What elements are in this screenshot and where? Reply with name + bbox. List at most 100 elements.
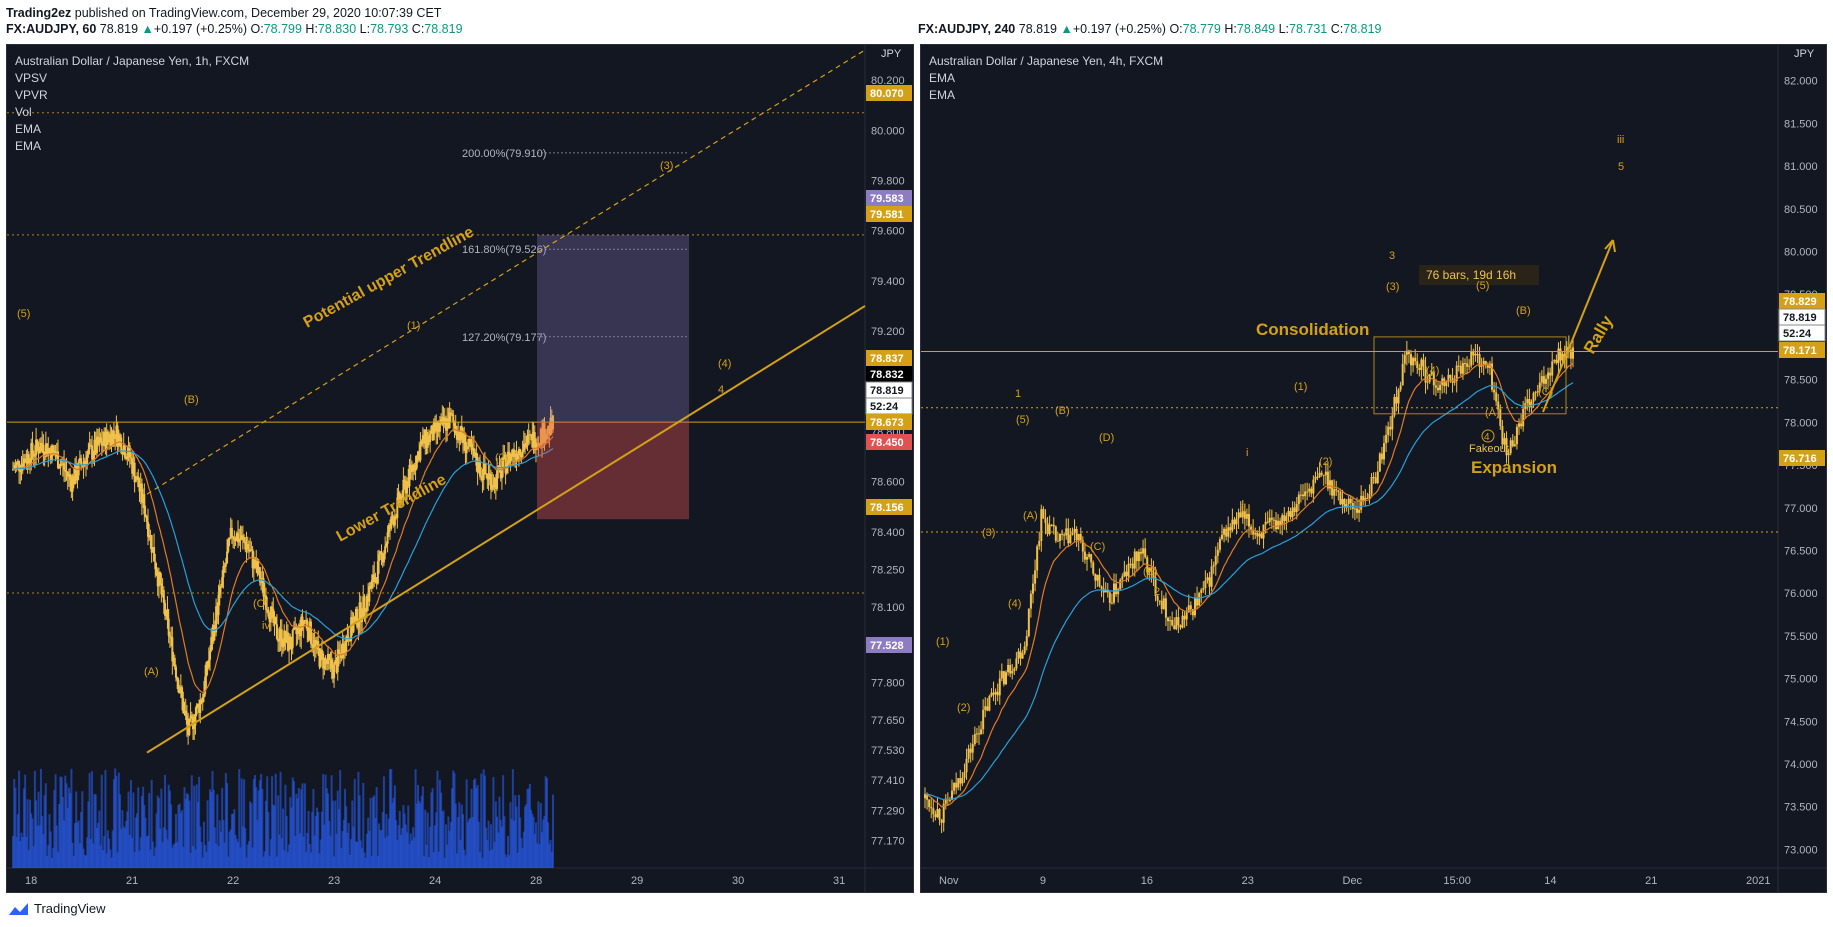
candle-body bbox=[491, 484, 494, 490]
price-tag-box bbox=[866, 499, 912, 515]
candle-body bbox=[150, 535, 153, 553]
candle-body bbox=[271, 606, 274, 609]
volume-bar bbox=[488, 850, 491, 868]
volume-bar bbox=[257, 790, 260, 868]
candle-body bbox=[228, 537, 231, 540]
volume-bar bbox=[102, 850, 104, 868]
volume-bar bbox=[77, 820, 80, 868]
candle-body bbox=[441, 416, 444, 419]
candle-body bbox=[417, 451, 419, 456]
candle-body bbox=[218, 586, 221, 595]
volume-bar bbox=[296, 798, 299, 868]
right-high: 78.849 bbox=[1236, 22, 1276, 36]
candle-body bbox=[489, 474, 492, 490]
candle-body bbox=[202, 693, 205, 698]
volume-bar bbox=[307, 810, 310, 868]
chart-pane-4h[interactable]: JPY82.00081.50081.00080.50080.00079.5007… bbox=[920, 44, 1827, 893]
candle-body bbox=[357, 622, 360, 628]
candle-body bbox=[474, 452, 477, 457]
candle-body bbox=[1210, 566, 1213, 587]
candle-body bbox=[1453, 381, 1456, 383]
candle-body bbox=[1135, 551, 1138, 562]
indicator-ema-1-4h[interactable]: EMA bbox=[929, 71, 956, 85]
candle-body bbox=[133, 462, 136, 483]
candle-body bbox=[1133, 551, 1136, 569]
volume-bar bbox=[237, 842, 239, 868]
candle-body bbox=[274, 616, 277, 625]
y-tick-label: 75.500 bbox=[1784, 631, 1818, 643]
chart-title-1h[interactable]: Australian Dollar / Japanese Yen, 1h, FX… bbox=[15, 54, 250, 68]
right-symbol[interactable]: FX:AUDJPY, 240 bbox=[918, 22, 1016, 36]
candle-body bbox=[313, 640, 316, 649]
indicator-vpvr[interactable]: VPVR bbox=[15, 88, 48, 102]
bars-range-label: 76 bars, 19d 16h bbox=[1426, 268, 1516, 282]
price-tag-box bbox=[866, 350, 912, 366]
candle-body bbox=[1098, 574, 1101, 587]
volume-bar bbox=[74, 822, 77, 868]
x-tick-label: 15:00 bbox=[1443, 875, 1471, 887]
volume-bar bbox=[352, 826, 355, 868]
volume-bar bbox=[161, 842, 164, 868]
volume-bar bbox=[387, 818, 390, 868]
volume-bar bbox=[128, 835, 131, 868]
candle-body bbox=[547, 425, 550, 434]
chart-4h-svg[interactable]: JPY82.00081.50081.00080.50080.00079.5007… bbox=[921, 45, 1826, 892]
publisher-name[interactable]: Trading2ez bbox=[6, 6, 72, 20]
tradingview-logo[interactable]: TradingView bbox=[8, 901, 106, 916]
candle-body bbox=[98, 437, 101, 445]
candle-body bbox=[517, 449, 520, 456]
candle-body bbox=[92, 455, 95, 460]
volume-bar bbox=[72, 856, 75, 868]
indicator-vol[interactable]: Vol bbox=[15, 105, 32, 119]
candle-body bbox=[32, 453, 35, 457]
volume-bar bbox=[111, 830, 114, 868]
volume-bar bbox=[468, 819, 471, 868]
candle-body bbox=[1231, 519, 1234, 531]
volume-bar bbox=[511, 769, 514, 868]
chart-pane-1h[interactable]: JPY 80.200 80.000 79.800 79.600 79.400 79.200 7… bbox=[6, 44, 914, 893]
candle-body bbox=[91, 445, 94, 460]
volume-bar bbox=[330, 775, 333, 868]
indicator-ema-2[interactable]: EMA bbox=[15, 139, 42, 153]
left-h-label: H: bbox=[305, 22, 318, 36]
candle-body bbox=[1326, 471, 1329, 489]
candle-body bbox=[172, 657, 175, 662]
volume-bar bbox=[541, 832, 544, 868]
volume-bar bbox=[241, 826, 244, 868]
candle-body bbox=[1526, 399, 1529, 404]
candle-body bbox=[1337, 490, 1340, 492]
candle-body bbox=[38, 451, 41, 454]
volume-bar bbox=[69, 793, 72, 868]
candle-body bbox=[1254, 533, 1257, 535]
fib-level-label: 161.80%(79.526) bbox=[462, 244, 546, 256]
volume-bar bbox=[223, 842, 226, 868]
volume-bar bbox=[350, 839, 353, 868]
candle-body bbox=[348, 639, 351, 642]
volume-bar bbox=[375, 786, 378, 868]
price-tag-box bbox=[866, 85, 912, 101]
candle-body bbox=[534, 448, 537, 450]
candle-body bbox=[1293, 507, 1296, 513]
candle-body bbox=[1183, 615, 1186, 620]
indicator-ema-2-4h[interactable]: EMA bbox=[929, 88, 956, 102]
candle-body bbox=[185, 715, 188, 725]
chart-title-4h[interactable]: Australian Dollar / Japanese Yen, 4h, FX… bbox=[929, 54, 1164, 68]
left-symbol[interactable]: FX:AUDJPY, 60 bbox=[6, 22, 97, 36]
candle-body bbox=[1341, 498, 1344, 505]
candle-body bbox=[132, 462, 135, 474]
candle-body bbox=[177, 679, 180, 693]
volume-bar bbox=[308, 843, 311, 868]
chart-1h-svg[interactable]: JPY 80.200 80.000 79.800 79.600 79.400 79.200 7… bbox=[7, 45, 913, 892]
candle-body bbox=[1447, 374, 1450, 382]
volume-bar bbox=[290, 807, 293, 868]
candle-body bbox=[115, 425, 118, 439]
volume-bar bbox=[446, 844, 449, 868]
candle-body bbox=[996, 691, 999, 696]
indicator-ema-1[interactable]: EMA bbox=[15, 122, 42, 136]
wave-label: (C) bbox=[253, 598, 268, 610]
candle-body bbox=[542, 423, 545, 445]
candle-body bbox=[431, 425, 434, 441]
indicator-vpsv[interactable]: VPSV bbox=[15, 71, 48, 85]
volume-bar bbox=[380, 830, 383, 868]
candle-body bbox=[524, 443, 527, 448]
